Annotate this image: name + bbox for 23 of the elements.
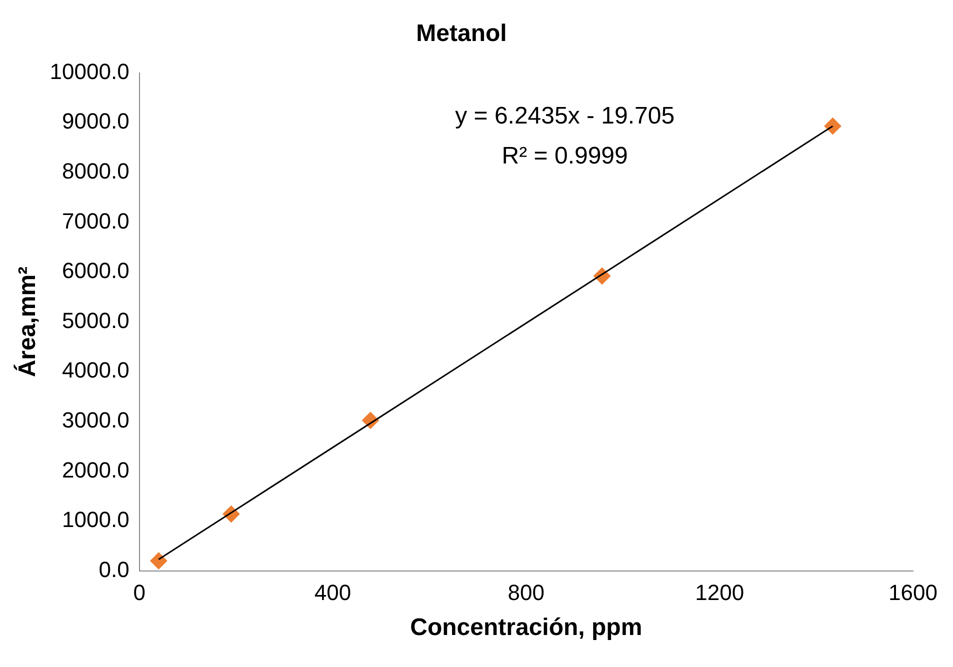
y-tick-label: 0.0: [98, 556, 130, 582]
point: [824, 118, 842, 135]
annotation: R² = 0.9999: [502, 142, 628, 170]
y-tick-label: 3000.0: [62, 407, 130, 432]
y-tick-label: 10000.0: [50, 58, 130, 84]
y-tick-label: 4000.0: [62, 358, 130, 383]
y-tick-label: 8000.0: [62, 158, 130, 184]
annotation: y = 6.2435x - 19.705: [455, 102, 675, 130]
x-tick-label: 1600: [888, 580, 938, 606]
x-axis-title: Concentración, ppm: [410, 614, 642, 642]
y-tick-label: 2000.0: [62, 457, 130, 482]
y-tick-label: 9000.0: [62, 108, 130, 134]
y-tick-label: 1000.0: [62, 507, 130, 532]
x-tick-label: 400: [314, 580, 352, 606]
x-tick-label: 0: [133, 580, 146, 606]
y-axis-title: Área,mm²: [13, 266, 42, 378]
chart-title: Metanol: [416, 20, 507, 48]
y-tick-label: 5000.0: [62, 308, 130, 333]
x-tick-label: 1200: [695, 580, 744, 606]
y-tick-label: 7000.0: [62, 208, 130, 234]
x-tick-label: 800: [508, 580, 545, 606]
point: [150, 552, 168, 570]
y-tick-label: 6000.0: [62, 258, 130, 284]
